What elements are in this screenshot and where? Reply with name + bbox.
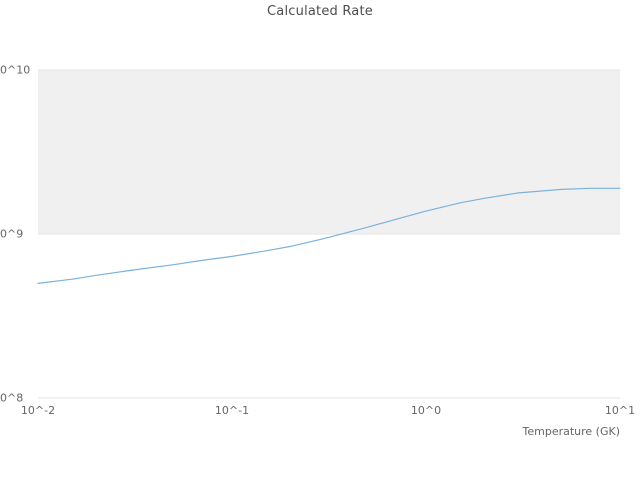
y-tick-label: 0^8 [0,391,24,405]
x-axis-title: Temperature (GK) [522,425,621,438]
shaded-decade-band [38,70,620,234]
x-tick-label: 10^1 [604,404,636,417]
rate-line [37,187,621,284]
x-tick-label: 10^-1 [214,404,250,417]
x-tick-label: 10^-2 [20,404,56,417]
y-tick-label: 0^10 [0,63,31,77]
y-tick-label: 0^9 [0,227,24,241]
x-tick-label: 10^0 [410,404,442,417]
chart-title: Calculated Rate [267,4,373,19]
